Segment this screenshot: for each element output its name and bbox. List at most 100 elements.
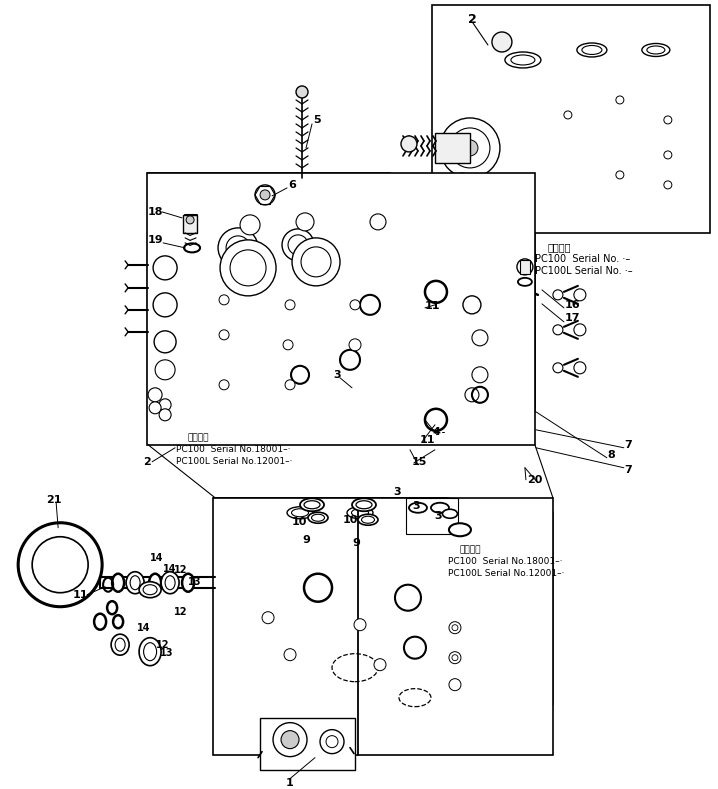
Text: 6: 6	[288, 180, 296, 190]
Circle shape	[664, 151, 672, 159]
Text: 16: 16	[565, 300, 581, 310]
Circle shape	[449, 622, 461, 634]
Circle shape	[159, 398, 171, 411]
Ellipse shape	[449, 523, 471, 537]
Circle shape	[517, 259, 533, 275]
Text: 適用号機: 適用号機	[460, 545, 482, 554]
Ellipse shape	[149, 574, 161, 592]
Text: 2: 2	[468, 13, 477, 27]
Circle shape	[219, 295, 229, 305]
Circle shape	[574, 362, 586, 374]
Text: 20: 20	[527, 475, 542, 484]
Circle shape	[296, 86, 308, 98]
Text: 11: 11	[425, 301, 440, 311]
Polygon shape	[185, 215, 435, 435]
Bar	[183, 215, 197, 233]
Circle shape	[444, 190, 456, 202]
Text: 9: 9	[302, 535, 310, 544]
Bar	[435, 133, 470, 163]
Text: 12: 12	[174, 565, 187, 574]
Circle shape	[296, 213, 314, 231]
Text: PC100  Serial No.18001–·: PC100 Serial No.18001–·	[448, 557, 562, 567]
Polygon shape	[448, 42, 696, 80]
Circle shape	[457, 173, 467, 183]
Text: 5: 5	[313, 115, 321, 125]
Text: PC100L Serial No.12001–·: PC100L Serial No.12001–·	[448, 569, 564, 578]
Circle shape	[32, 537, 88, 593]
Circle shape	[218, 228, 258, 268]
Text: 1: 1	[286, 778, 294, 787]
Ellipse shape	[505, 52, 541, 68]
Text: 21: 21	[46, 495, 62, 505]
Ellipse shape	[358, 514, 378, 525]
Text: 3: 3	[412, 501, 419, 510]
Circle shape	[219, 380, 229, 390]
Bar	[213, 498, 553, 754]
Circle shape	[154, 331, 176, 353]
Text: 14: 14	[137, 623, 151, 633]
Text: PC100  Serial No.18001–·: PC100 Serial No.18001–·	[176, 445, 291, 454]
Text: PC100  Serial No. ·–: PC100 Serial No. ·–	[535, 254, 630, 264]
Text: 適用号機: 適用号機	[548, 242, 572, 252]
Circle shape	[465, 388, 479, 402]
Ellipse shape	[442, 509, 457, 518]
Circle shape	[260, 190, 270, 200]
Circle shape	[440, 118, 500, 178]
Polygon shape	[147, 232, 185, 420]
Circle shape	[153, 293, 177, 317]
Circle shape	[349, 338, 361, 351]
Circle shape	[281, 731, 299, 749]
Circle shape	[553, 325, 563, 335]
Circle shape	[283, 340, 293, 350]
Text: 13: 13	[188, 577, 202, 587]
Text: 3: 3	[333, 370, 340, 380]
Circle shape	[155, 360, 175, 380]
Polygon shape	[435, 252, 535, 430]
Circle shape	[664, 116, 672, 124]
Circle shape	[616, 96, 624, 104]
Text: 適用号機: 適用号機	[187, 433, 209, 443]
Text: 10: 10	[343, 514, 358, 525]
Circle shape	[574, 323, 586, 336]
Circle shape	[284, 649, 296, 660]
Circle shape	[463, 296, 481, 314]
Ellipse shape	[642, 43, 670, 57]
Circle shape	[445, 175, 459, 189]
Text: 17: 17	[565, 313, 580, 323]
Text: 14: 14	[163, 563, 177, 574]
Circle shape	[574, 289, 586, 301]
Circle shape	[282, 229, 314, 261]
Circle shape	[401, 136, 417, 152]
Circle shape	[255, 185, 275, 205]
Text: 14: 14	[150, 553, 164, 563]
Text: 8: 8	[607, 450, 615, 460]
Circle shape	[564, 111, 572, 119]
Text: 12: 12	[174, 607, 187, 617]
Text: 4: 4	[433, 427, 441, 437]
Bar	[432, 5, 710, 233]
Text: 19: 19	[148, 235, 164, 245]
Bar	[406, 498, 458, 533]
Bar	[520, 260, 530, 274]
Text: PC100L Serial No. ·–: PC100L Serial No. ·–	[535, 266, 633, 276]
Circle shape	[153, 256, 177, 280]
Circle shape	[273, 723, 307, 757]
Text: 12: 12	[156, 640, 169, 649]
Circle shape	[220, 240, 276, 296]
Polygon shape	[495, 512, 553, 720]
Circle shape	[449, 679, 461, 690]
Text: 15: 15	[412, 457, 427, 467]
Ellipse shape	[107, 601, 117, 614]
Polygon shape	[248, 529, 495, 720]
Polygon shape	[147, 173, 435, 215]
Circle shape	[148, 388, 162, 402]
Ellipse shape	[112, 574, 124, 592]
Text: 11: 11	[73, 589, 88, 600]
Ellipse shape	[352, 499, 376, 511]
Circle shape	[18, 523, 102, 607]
Circle shape	[472, 330, 488, 346]
Circle shape	[553, 290, 563, 300]
Ellipse shape	[577, 43, 607, 57]
Circle shape	[320, 730, 344, 753]
Text: 13: 13	[160, 648, 174, 658]
